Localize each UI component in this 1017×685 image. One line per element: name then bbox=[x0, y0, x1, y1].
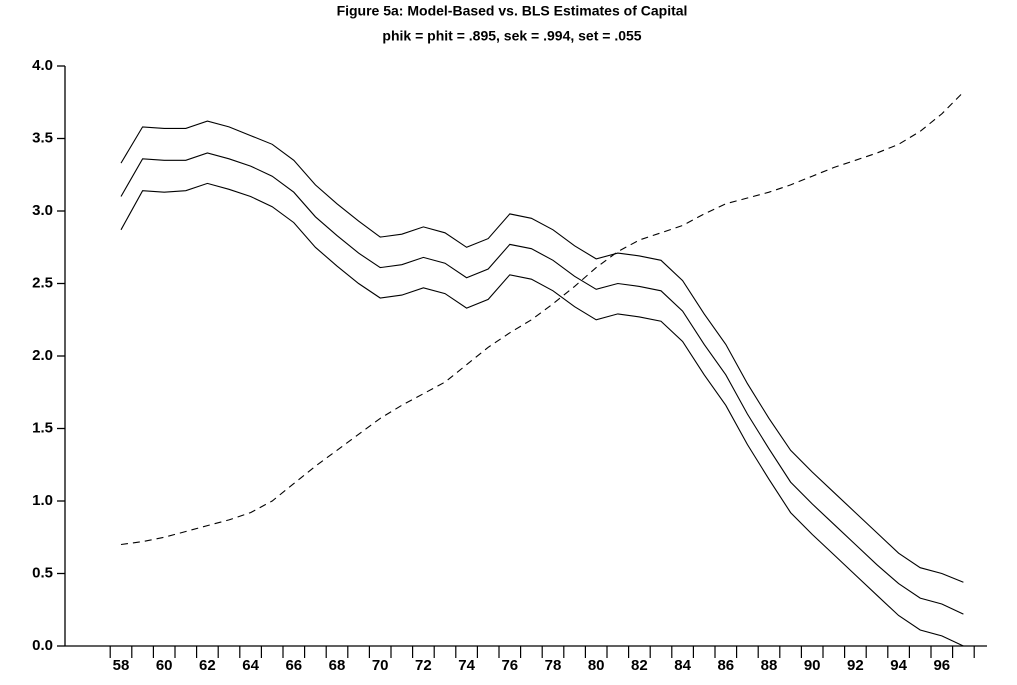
y-tick-label: 4.0 bbox=[32, 57, 53, 74]
series-line bbox=[120, 91, 964, 546]
y-tick-label: 1.0 bbox=[32, 492, 53, 509]
y-tick-label: 1.5 bbox=[32, 419, 53, 436]
x-tick-label: 58 bbox=[113, 657, 130, 674]
x-tick-label: 70 bbox=[372, 657, 389, 674]
y-tick-label: 0.0 bbox=[32, 637, 53, 654]
chart-subtitle: phik = phit = .895, sek = .994, set = .0… bbox=[382, 28, 641, 44]
x-tick-label: 94 bbox=[890, 657, 907, 674]
x-tick-label: 78 bbox=[545, 657, 562, 674]
series-line bbox=[120, 120, 964, 583]
x-tick-label: 80 bbox=[588, 657, 605, 674]
x-tick-label: 72 bbox=[415, 657, 432, 674]
x-tick-label: 62 bbox=[199, 657, 216, 674]
x-tick-label: 84 bbox=[674, 657, 691, 674]
x-tick-label: 86 bbox=[717, 657, 734, 674]
y-tick-label: 3.0 bbox=[32, 202, 53, 219]
x-tick-label: 82 bbox=[631, 657, 648, 674]
x-tick-label: 66 bbox=[285, 657, 302, 674]
x-tick-label: 64 bbox=[242, 657, 259, 674]
y-tick-label: 0.5 bbox=[32, 564, 53, 581]
x-tick-label: 60 bbox=[156, 657, 173, 674]
x-tick-label: 88 bbox=[761, 657, 778, 674]
x-tick-label: 96 bbox=[933, 657, 950, 674]
y-tick-label: 3.5 bbox=[32, 129, 53, 146]
x-tick-label: 92 bbox=[847, 657, 864, 674]
chart-title: Figure 5a: Model-Based vs. BLS Estimates… bbox=[337, 3, 688, 19]
x-tick-label: 90 bbox=[804, 657, 821, 674]
y-tick-label: 2.0 bbox=[32, 347, 53, 364]
series-line bbox=[120, 182, 964, 647]
y-tick-label: 2.5 bbox=[32, 274, 53, 291]
x-tick-label: 74 bbox=[458, 657, 475, 674]
x-tick-label: 68 bbox=[329, 657, 346, 674]
x-tick-label: 76 bbox=[501, 657, 518, 674]
series-line bbox=[120, 152, 964, 615]
